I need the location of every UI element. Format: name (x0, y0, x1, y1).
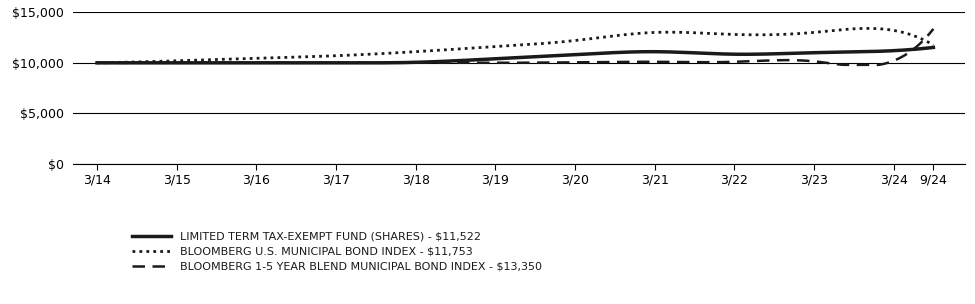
Legend: LIMITED TERM TAX-EXEMPT FUND (SHARES) - $11,522, BLOOMBERG U.S. MUNICIPAL BOND I: LIMITED TERM TAX-EXEMPT FUND (SHARES) - … (128, 227, 546, 276)
